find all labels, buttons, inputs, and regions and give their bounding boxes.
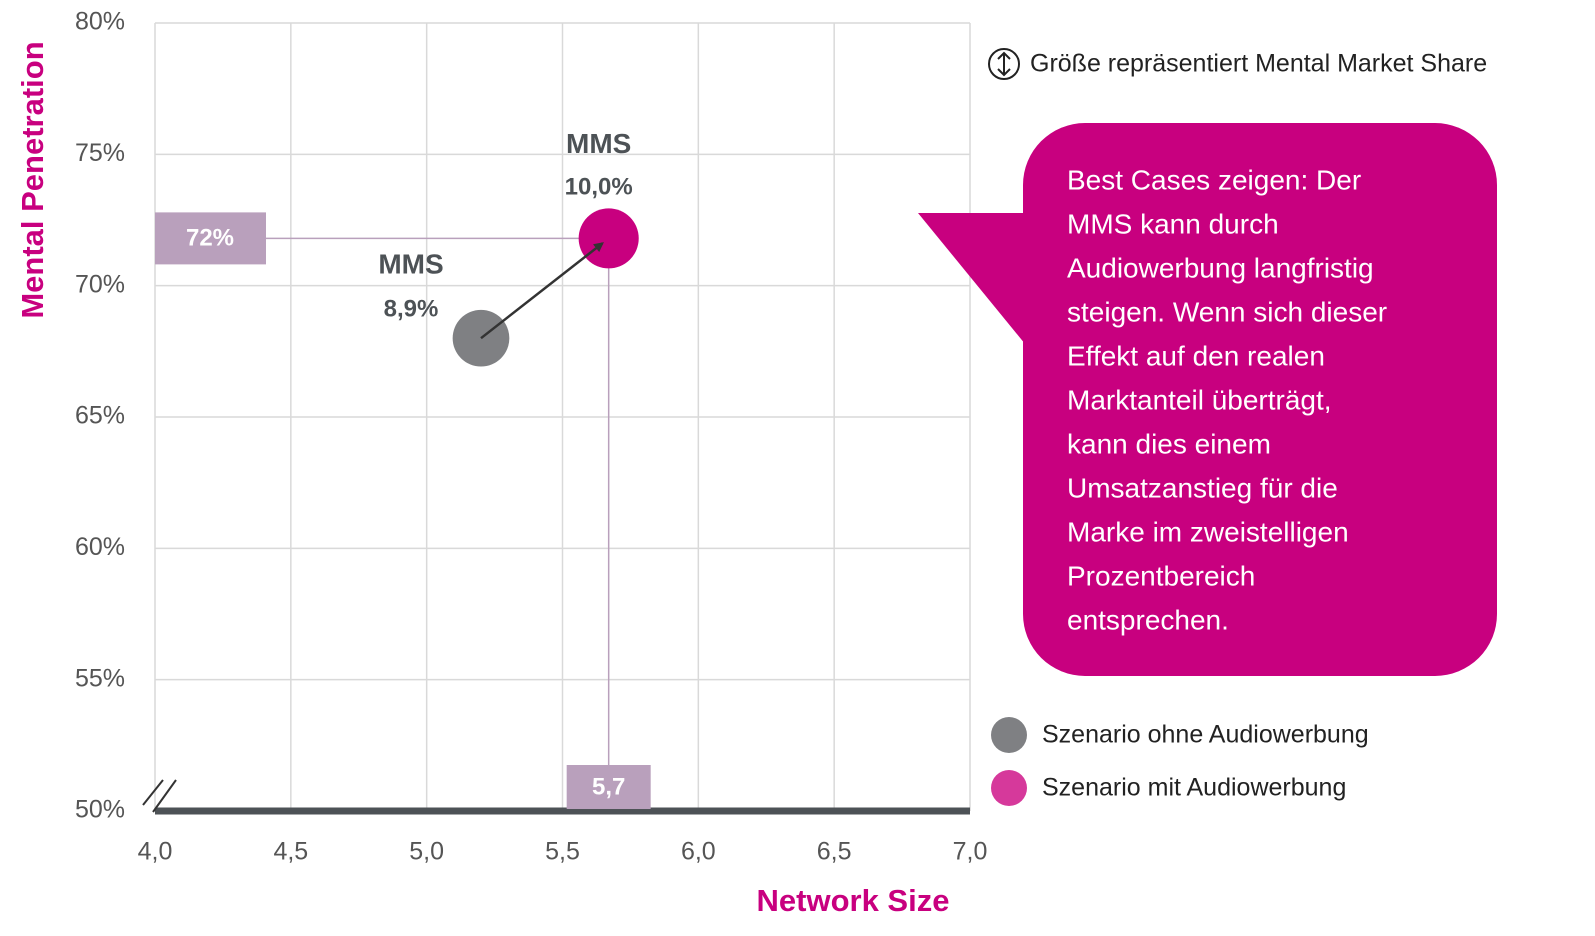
legend-label: Szenario ohne Audiowerbung: [1042, 721, 1369, 749]
y-tick-label: 60%: [75, 533, 125, 561]
callout-line: Marke im zweistelligen: [1067, 516, 1349, 547]
x-tick-label: 4,0: [138, 838, 173, 866]
size-note-icon: [988, 48, 1020, 80]
arrow: [480, 242, 604, 340]
y-tick-label: 50%: [75, 796, 125, 824]
x-value-label: 5,7: [592, 773, 625, 800]
y-tick-label: 55%: [75, 664, 125, 692]
x-tick-label: 5,0: [409, 838, 444, 866]
callout-line: Effekt auf den realen: [1067, 340, 1325, 371]
y-tick-label: 80%: [75, 8, 125, 36]
callout-bubble: [918, 123, 1497, 676]
x-tick-label: 5,5: [545, 838, 580, 866]
callout-line: steigen. Wenn sich dieser: [1067, 296, 1387, 327]
x-tick-label: 7,0: [953, 838, 988, 866]
y-tick-label: 75%: [75, 139, 125, 167]
size-label: 8,9%: [384, 296, 439, 323]
x-value-label-box: [566, 765, 651, 809]
callout-line: MMS kann durch: [1067, 208, 1279, 239]
callout-line: kann dies einem: [1067, 428, 1271, 459]
value-label: 72%: [186, 225, 234, 252]
legend-label: Szenario mit Audiowerbung: [1042, 774, 1346, 802]
y-axis-title: Mental Penetration: [15, 41, 50, 318]
y-tick-label: 65%: [75, 402, 125, 430]
size-label: 10,0%: [565, 174, 633, 201]
callout-line: Prozentbereich: [1067, 560, 1255, 591]
callout-line: Audiowerbung langfristig: [1067, 252, 1374, 283]
axis-break: [142, 779, 177, 813]
callout-line: entsprechen.: [1067, 604, 1229, 635]
callout-line: Umsatzanstieg für die: [1067, 472, 1338, 503]
bubble: [578, 208, 639, 269]
legend-swatch: [991, 717, 1027, 753]
bubble-title: MMS: [566, 128, 631, 159]
callout-line: Marktanteil überträgt,: [1067, 384, 1332, 415]
callout-line: Best Cases zeigen: Der: [1067, 164, 1361, 195]
y-tick-label: 70%: [75, 270, 125, 298]
grid: 50% 55% 60% 65% 70% 75% 80% 4,0 4,5 5,0 5,5 6,0 6,5 7…: [75, 8, 987, 866]
callout-text: Best Cases zeigen: Der MMS kann durch Audi…: [1067, 164, 1387, 635]
x-tick-label: 6,5: [817, 838, 852, 866]
value-label-box: [155, 212, 266, 265]
bubble-title: MMS: [378, 249, 443, 280]
x-axis-title: Network Size: [757, 883, 950, 918]
legend-swatch: [991, 770, 1027, 806]
marks: MMS 8,9% 72% 5,7 MMS 10,0%: [155, 128, 651, 809]
x-tick-label: 6,0: [681, 838, 716, 866]
size-note: Größe repräsentiert Mental Market Share: [1030, 50, 1487, 78]
x-tick-label: 4,5: [273, 838, 308, 866]
